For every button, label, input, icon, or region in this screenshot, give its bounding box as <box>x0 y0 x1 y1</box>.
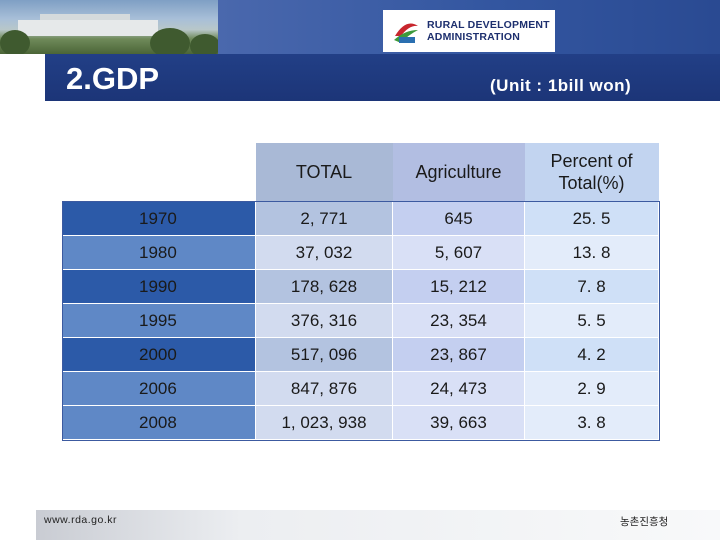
total-cell: 1, 023, 938 <box>255 405 393 440</box>
table-row: 2000 517, 096 23, 867 4. 2 <box>62 337 659 372</box>
table-row: 1995 376, 316 23, 354 5. 5 <box>62 303 659 338</box>
gdp-table: TOTAL Agriculture Percent of Total(%) 19… <box>61 143 660 441</box>
agriculture-cell: 645 <box>392 201 525 236</box>
year-cell: 1995 <box>62 303 256 338</box>
total-cell: 847, 876 <box>255 371 393 406</box>
year-cell: 1980 <box>62 235 256 270</box>
logo-text-line1: RURAL DEVELOPMENT <box>427 19 550 31</box>
total-cell: 37, 032 <box>255 235 393 270</box>
table-row: 1970 2, 771 645 25. 5 <box>62 201 659 236</box>
year-cell: 2006 <box>62 371 256 406</box>
header-total: TOTAL <box>255 143 393 202</box>
header-blank-cell <box>62 143 256 202</box>
year-cell: 2008 <box>62 405 256 440</box>
table-header-row: TOTAL Agriculture Percent of Total(%) <box>62 143 659 202</box>
header-agriculture: Agriculture <box>392 143 525 202</box>
unit-label: (Unit : 1bill won) <box>490 76 632 95</box>
agriculture-cell: 23, 867 <box>392 337 525 372</box>
header-percent: Percent of Total(%) <box>524 143 659 202</box>
title-bar <box>45 54 720 101</box>
percent-cell: 4. 2 <box>524 337 659 372</box>
percent-cell: 13. 8 <box>524 235 659 270</box>
percent-cell: 25. 5 <box>524 201 659 236</box>
agriculture-cell: 23, 354 <box>392 303 525 338</box>
percent-cell: 3. 8 <box>524 405 659 440</box>
agriculture-cell: 39, 663 <box>392 405 525 440</box>
header-percent-text: Percent of Total(%) <box>550 151 633 193</box>
footer-url: www.rda.go.kr <box>44 514 118 526</box>
year-cell: 1990 <box>62 269 256 304</box>
table-row: 1980 37, 032 5, 607 13. 8 <box>62 235 659 270</box>
agriculture-cell: 5, 607 <box>392 235 525 270</box>
agriculture-cell: 24, 473 <box>392 371 525 406</box>
page-title: 2.GDP <box>66 61 160 96</box>
top-banner: RURAL DEVELOPMENT ADMINISTRATION <box>0 0 720 54</box>
footer-org-name: 농촌진흥청 <box>620 516 669 528</box>
rda-logo-icon <box>394 23 418 43</box>
year-cell: 1970 <box>62 201 256 236</box>
total-cell: 517, 096 <box>255 337 393 372</box>
percent-cell: 5. 5 <box>524 303 659 338</box>
footer-bar <box>36 510 720 540</box>
year-cell: 2000 <box>62 337 256 372</box>
table-row: 2006 847, 876 24, 473 2. 9 <box>62 371 659 406</box>
agriculture-cell: 15, 212 <box>392 269 525 304</box>
building-photo <box>0 0 220 54</box>
percent-cell: 7. 8 <box>524 269 659 304</box>
total-cell: 2, 771 <box>255 201 393 236</box>
percent-cell: 2. 9 <box>524 371 659 406</box>
total-cell: 178, 628 <box>255 269 393 304</box>
table-row: 1990 178, 628 15, 212 7. 8 <box>62 269 659 304</box>
rda-logo: RURAL DEVELOPMENT ADMINISTRATION <box>383 10 555 52</box>
logo-text-line2: ADMINISTRATION <box>427 31 521 43</box>
total-cell: 376, 316 <box>255 303 393 338</box>
table-row: 2008 1, 023, 938 39, 663 3. 8 <box>62 405 659 440</box>
